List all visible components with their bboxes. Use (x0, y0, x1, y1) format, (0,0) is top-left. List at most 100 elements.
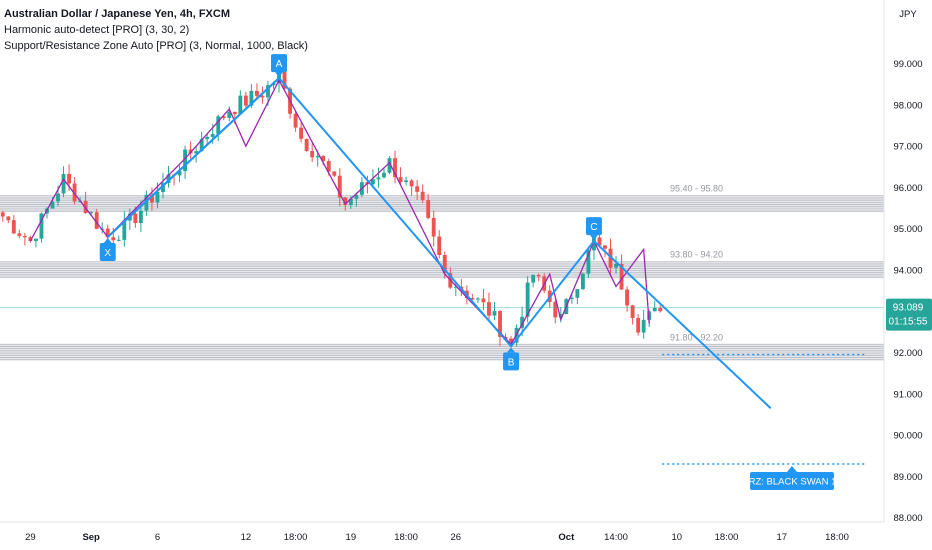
harmonic-point-c-marker (585, 217, 602, 236)
sr-zone-indicator-label[interactable]: Support/Resistance Zone Auto [PRO] (3, N… (4, 40, 308, 52)
candle-body (183, 149, 188, 172)
candle-body (343, 197, 348, 206)
candle-body (177, 171, 182, 176)
harmonic-point-pointer (507, 347, 516, 353)
candle-body (376, 177, 381, 180)
candle-body (166, 174, 171, 184)
candle-body (420, 191, 425, 201)
candle-body (437, 236, 442, 256)
time-tick-label: 6 (155, 532, 160, 543)
candle-body (6, 216, 11, 221)
candle-body (641, 319, 646, 333)
price-tick-label: 88.000 (893, 513, 922, 524)
currency-label: JPY (899, 9, 917, 20)
candle-body (509, 338, 513, 343)
candle-body (326, 160, 331, 172)
time-tick-label: 19 (346, 532, 357, 543)
candle-body (133, 213, 138, 224)
candle-body (227, 111, 232, 118)
candle-body (238, 95, 243, 115)
candle-body (658, 307, 663, 312)
chart-legend: Australian Dollar / Japanese Yen, 4h, FX… (4, 6, 308, 54)
candle-body (210, 134, 215, 137)
candle-body (553, 301, 558, 318)
prz-label: PRZ: BLACK SWAN 17 (742, 476, 841, 487)
harmonic-indicator-label[interactable]: Harmonic auto-detect [PRO] (3, 30, 2) (4, 24, 190, 36)
harmonic-point-c-label: C (590, 222, 597, 233)
candle-body (630, 305, 635, 319)
time-tick-label: 18:00 (394, 532, 418, 543)
candle-body (83, 200, 88, 214)
price-tick-label: 99.000 (893, 59, 922, 70)
price-tick-label: 96.000 (893, 183, 922, 194)
candle-body (11, 220, 16, 234)
candle-body (332, 171, 337, 176)
candle-body (619, 263, 624, 290)
candle-body (636, 318, 641, 333)
candle-body (50, 201, 55, 209)
candle-body (17, 233, 22, 236)
candle-body (122, 220, 127, 240)
price-tick-label: 92.000 (893, 348, 922, 359)
prz-label-box (750, 471, 834, 490)
candle-body (387, 158, 392, 173)
candle-body (475, 298, 480, 300)
candle-body (205, 136, 210, 140)
time-tick-label: 12 (241, 532, 252, 543)
candle-body (310, 151, 315, 158)
candle-body (580, 273, 585, 290)
candle-body (625, 289, 630, 306)
candle-body (531, 274, 536, 283)
candle-body (592, 237, 596, 251)
candle-body (138, 210, 143, 224)
price-tick-label: 95.000 (893, 224, 922, 235)
candle-body (105, 228, 110, 238)
sr-zone-label: 95.40 - 95.80 (670, 184, 723, 194)
candle-body (415, 186, 420, 192)
candle-body (194, 151, 199, 154)
candle-body (161, 183, 165, 192)
candle-body (260, 95, 265, 98)
candle-body (492, 311, 497, 316)
candle-body (232, 111, 237, 115)
candle-body (586, 250, 591, 274)
harmonic-point-b-marker (503, 352, 520, 371)
candle-body (28, 237, 33, 241)
candle-body (282, 71, 287, 89)
candle-body (67, 173, 71, 184)
candle-body (442, 255, 447, 274)
price-tick-label: 94.000 (893, 266, 922, 277)
candle-body (94, 212, 99, 229)
price-tick-label: 91.000 (893, 389, 922, 400)
candle-body (536, 274, 541, 277)
candle-body (144, 194, 149, 211)
time-tick-label: 29 (25, 532, 36, 543)
candle-body (597, 237, 602, 246)
candle-body (409, 180, 414, 187)
price-axis-bg (884, 0, 932, 550)
price-tick-label: 98.000 (893, 100, 922, 111)
candle-body (199, 139, 204, 152)
current-price-tag (886, 298, 932, 331)
candle-body (608, 248, 613, 268)
candle-body (337, 175, 342, 198)
candle-body (72, 183, 77, 202)
candle-body (453, 286, 458, 288)
candle-body (426, 200, 431, 218)
candle-body (150, 194, 154, 203)
time-axis-bg (0, 522, 932, 550)
candle-body (111, 237, 116, 241)
time-tick-label: 18:00 (715, 532, 739, 543)
candle-body (431, 217, 436, 237)
candle-body (116, 239, 121, 241)
candle-body (498, 311, 502, 337)
countdown-timer: 01:15:55 (889, 317, 928, 328)
candle-body (304, 138, 309, 152)
candle-body (22, 235, 27, 238)
candle-body (155, 191, 160, 203)
candle-body (558, 314, 563, 318)
candle-body (254, 90, 259, 96)
symbol-title[interactable]: Australian Dollar / Japanese Yen, 4h, FX… (4, 8, 230, 20)
